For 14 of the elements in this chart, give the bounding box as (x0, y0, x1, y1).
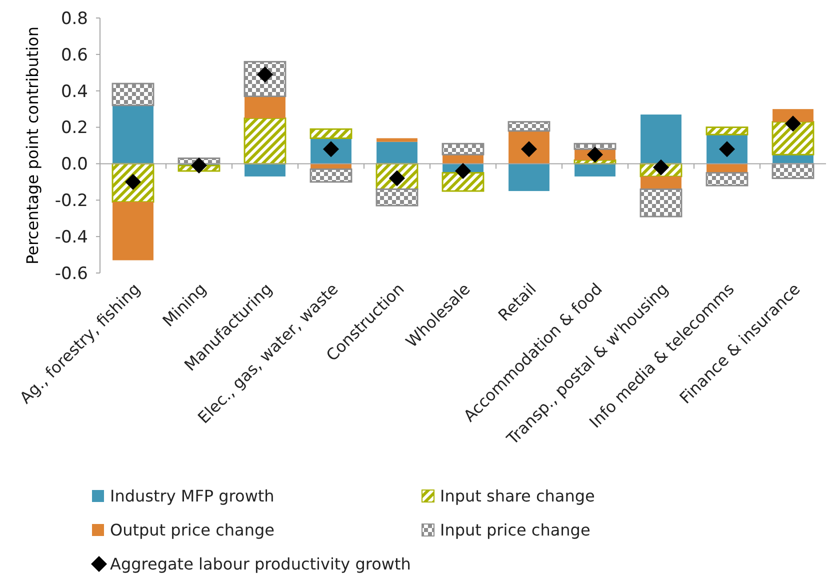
y-tick-label: -0.2 (54, 191, 88, 212)
legend-label: Industry MFP growth (110, 486, 274, 506)
y-tick-label: 0.0 (60, 154, 88, 175)
y-tick-label: 0.4 (60, 82, 88, 102)
y-tick-label: 0.2 (60, 118, 88, 138)
y-tick-label: -0.6 (54, 264, 88, 284)
legend-label: Output price change (110, 520, 274, 540)
legend-label: Input share change (440, 486, 595, 506)
legend-label: Input price change (440, 520, 590, 540)
legend-label: Aggregate labour productivity growth (110, 554, 411, 574)
y-tick-label: -0.4 (54, 228, 88, 248)
y-axis-title: Percentage point contribution (23, 26, 42, 264)
y-tick-label: 0.8 (60, 8, 88, 29)
y-tick-label: 0.6 (60, 45, 88, 66)
